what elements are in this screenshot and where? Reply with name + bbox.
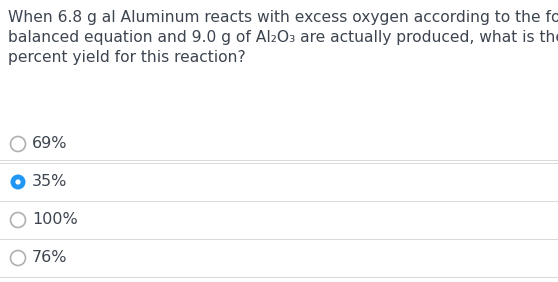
Text: 100%: 100% — [32, 213, 78, 228]
Text: When 6.8 g al Aluminum reacts with excess oxygen according to the following: When 6.8 g al Aluminum reacts with exces… — [8, 10, 558, 25]
Text: 69%: 69% — [32, 136, 68, 151]
Text: percent yield for this reaction?: percent yield for this reaction? — [8, 50, 246, 65]
Text: 76%: 76% — [32, 250, 68, 265]
Text: 35%: 35% — [32, 175, 68, 190]
Text: balanced equation and 9.0 g of Al₂O₃ are actually produced, what is the: balanced equation and 9.0 g of Al₂O₃ are… — [8, 30, 558, 45]
